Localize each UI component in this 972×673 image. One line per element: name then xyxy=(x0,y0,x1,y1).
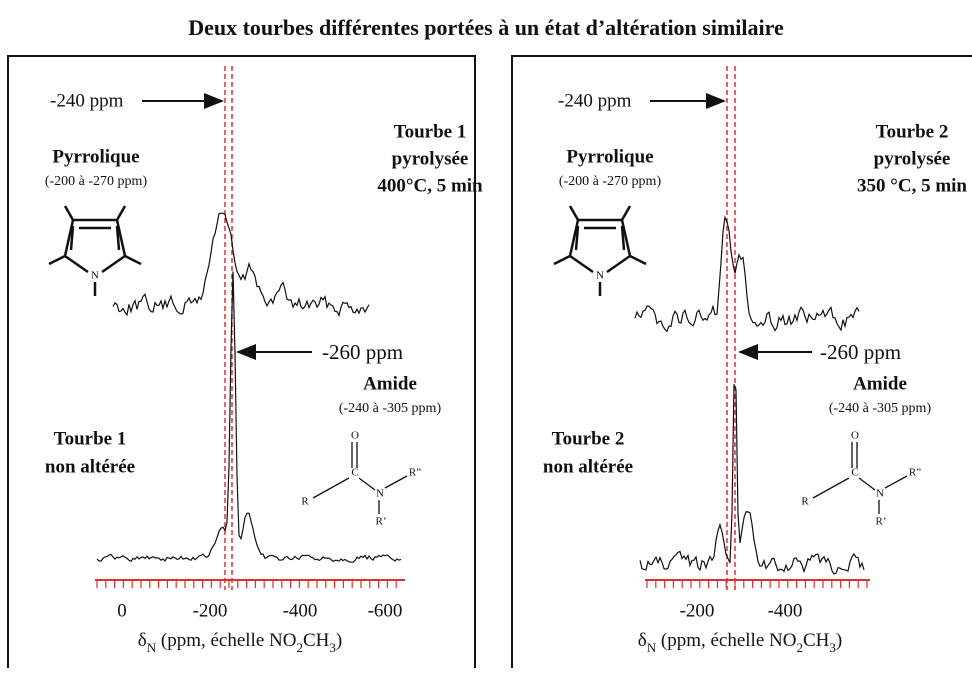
pyrrole-structure xyxy=(48,205,142,296)
atom: R” xyxy=(409,467,421,479)
group-label: Pyrrolique xyxy=(52,146,139,167)
spectrum xyxy=(639,384,865,575)
title: Deux tourbes différentes portées à un ét… xyxy=(188,15,784,40)
axis-label-part: N xyxy=(647,640,657,655)
axis-label-part: 2 xyxy=(296,640,303,655)
axis-label-part: (ppm, échelle NO xyxy=(656,630,796,651)
panel-frame xyxy=(7,55,476,673)
spectrum xyxy=(634,215,860,333)
sample-label: non altérée xyxy=(543,456,633,477)
axis-label-part: (ppm, échelle NO xyxy=(156,630,296,651)
shift-label: -260 ppm xyxy=(820,340,901,364)
atom: N xyxy=(91,270,99,282)
axis-label-part: 2 xyxy=(796,640,803,655)
spectrum xyxy=(112,212,370,317)
axis-label-part: N xyxy=(147,640,157,655)
range-label: (-200 à -270 ppm) xyxy=(45,174,148,189)
sample-label: Tourbe 2 xyxy=(552,428,625,449)
panel-frame xyxy=(511,55,972,673)
atom: R xyxy=(801,496,809,508)
atom: N xyxy=(596,270,604,282)
atom: R’ xyxy=(376,516,387,528)
bond xyxy=(63,219,75,257)
range-label: (-240 à -305 ppm) xyxy=(829,401,932,416)
axis-label-part: CH xyxy=(803,630,830,651)
atom: N xyxy=(876,488,884,500)
sample-label: non altérée xyxy=(45,456,135,477)
bond xyxy=(553,205,647,296)
range-label: (-200 à -270 ppm) xyxy=(559,174,662,189)
atom: O xyxy=(351,430,359,442)
sample-label: pyrolysée xyxy=(874,148,951,169)
bond xyxy=(48,205,142,296)
axis-label-part: δ xyxy=(638,630,647,651)
sample-label: Tourbe 1 xyxy=(394,121,467,142)
bond xyxy=(312,442,408,514)
tick-label: 0 xyxy=(117,600,127,621)
atom: N xyxy=(376,488,384,500)
range-label: (-240 à -305 ppm) xyxy=(339,401,442,416)
axis-label-part: CH xyxy=(303,630,330,651)
shift-label: -240 ppm xyxy=(50,90,124,111)
group-label: Amide xyxy=(853,373,907,394)
sample-label: 350 °C, 5 min xyxy=(857,175,967,196)
shift-label: -260 ppm xyxy=(322,340,403,364)
axis-label: δN (ppm, échelle NO2CH3) xyxy=(138,630,342,655)
atom: C xyxy=(851,467,858,479)
axis-label-part: 3 xyxy=(829,640,836,655)
axis-label: δN (ppm, échelle NO2CH3) xyxy=(638,630,842,655)
group-label: Pyrrolique xyxy=(566,146,653,167)
atom: R xyxy=(301,496,309,508)
tick-label: -600 xyxy=(368,600,403,621)
axis-label-part: δ xyxy=(138,630,147,651)
atom: O xyxy=(851,430,859,442)
bond xyxy=(812,442,908,514)
bond xyxy=(568,219,580,257)
axis-label-part: ) xyxy=(836,630,842,651)
atom: R’ xyxy=(876,516,887,528)
sample-label: pyrolysée xyxy=(392,148,469,169)
sample-label: Tourbe 1 xyxy=(54,428,127,449)
tick-label: -400 xyxy=(768,600,803,621)
shift-label: -240 ppm xyxy=(558,90,632,111)
sample-label: 400°C, 5 min xyxy=(377,175,483,196)
atom: R” xyxy=(909,467,921,479)
tick-label: -400 xyxy=(283,600,318,621)
group-label: Amide xyxy=(363,373,417,394)
atom: C xyxy=(351,467,358,479)
tick-label: -200 xyxy=(193,600,228,621)
tick-label: -200 xyxy=(680,600,715,621)
axis-label-part: ) xyxy=(336,630,342,651)
pyrrole-structure xyxy=(553,205,647,296)
axis-label-part: 3 xyxy=(329,640,336,655)
spectrum xyxy=(96,271,402,563)
sample-label: Tourbe 2 xyxy=(876,121,949,142)
